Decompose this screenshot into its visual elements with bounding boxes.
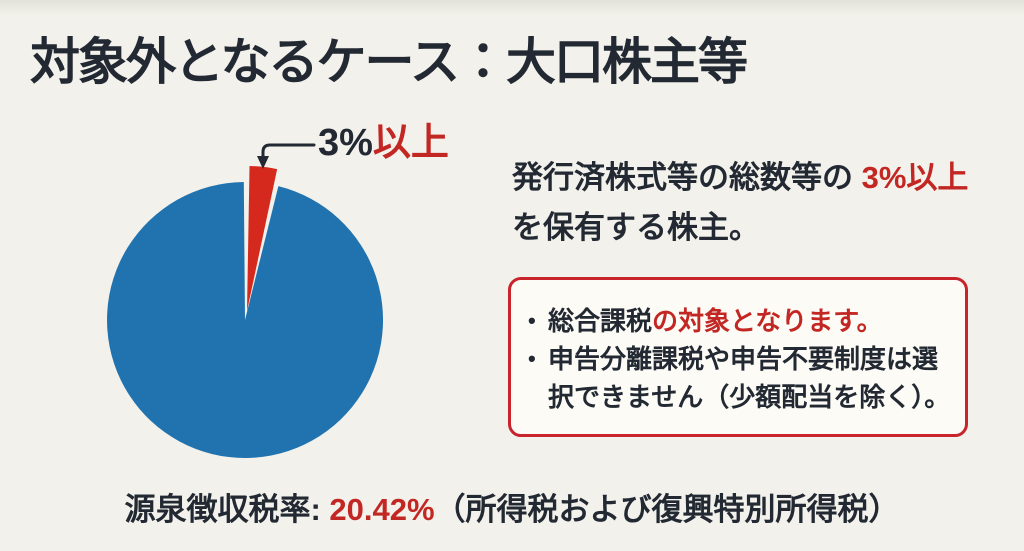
callout-suffix: 以上 (372, 122, 449, 164)
note-item-1-text: 総合課税の対象となります。 (548, 302, 953, 340)
callout-arrowhead-icon (257, 156, 269, 169)
note-item-1-highlight: の対象となります。 (652, 306, 883, 336)
pie-slice-3-percent (247, 166, 278, 311)
description-part1: 発行済株式等の総数等の (512, 160, 862, 195)
callout-arrow (261, 143, 316, 160)
description-text: 発行済株式等の総数等の 3%以上 を保有する株主。 (512, 153, 1002, 253)
description-highlight: 3%以上 (861, 160, 969, 195)
bullet-icon: • (528, 346, 536, 371)
callout-value: 3% (318, 122, 373, 164)
footer-rate: 20.42% (329, 492, 435, 527)
note-box: • 総合課税の対象となります。 • 申告分離課税や申告不要制度は選択できません（… (508, 277, 968, 437)
note-item-2-text: 申告分離課税や申告不要制度は選択できません（少額配当を除く）。 (548, 340, 953, 416)
footer-note: 源泉徴収税率: 20.42%（所得税および復興特別所得税） (0, 490, 1024, 530)
note-item-1: • 総合課税の対象となります。 (528, 302, 953, 340)
note-item-2: • 申告分離課税や申告不要制度は選択できません（少額配当を除く）。 (528, 340, 953, 416)
bullet-icon: • (528, 308, 536, 333)
description-part3: を保有する株主。 (512, 210, 760, 245)
note-list: • 総合課税の対象となります。 • 申告分離課税や申告不要制度は選択できません（… (528, 302, 953, 416)
callout-label: 3%以上 (318, 123, 449, 163)
footer-label: 源泉徴収税率: (124, 492, 330, 527)
pie-slice-other (107, 182, 384, 459)
footer-suffix: （所得税および復興特別所得税） (434, 492, 900, 527)
note-item-1-part1: 総合課税 (548, 306, 653, 336)
note-item-2-part1: 申告分離課税や申告不要制度は選択できません（少額配当を除く）。 (548, 344, 951, 412)
page-title: 対象外となるケース：大口株主等 (30, 34, 748, 90)
